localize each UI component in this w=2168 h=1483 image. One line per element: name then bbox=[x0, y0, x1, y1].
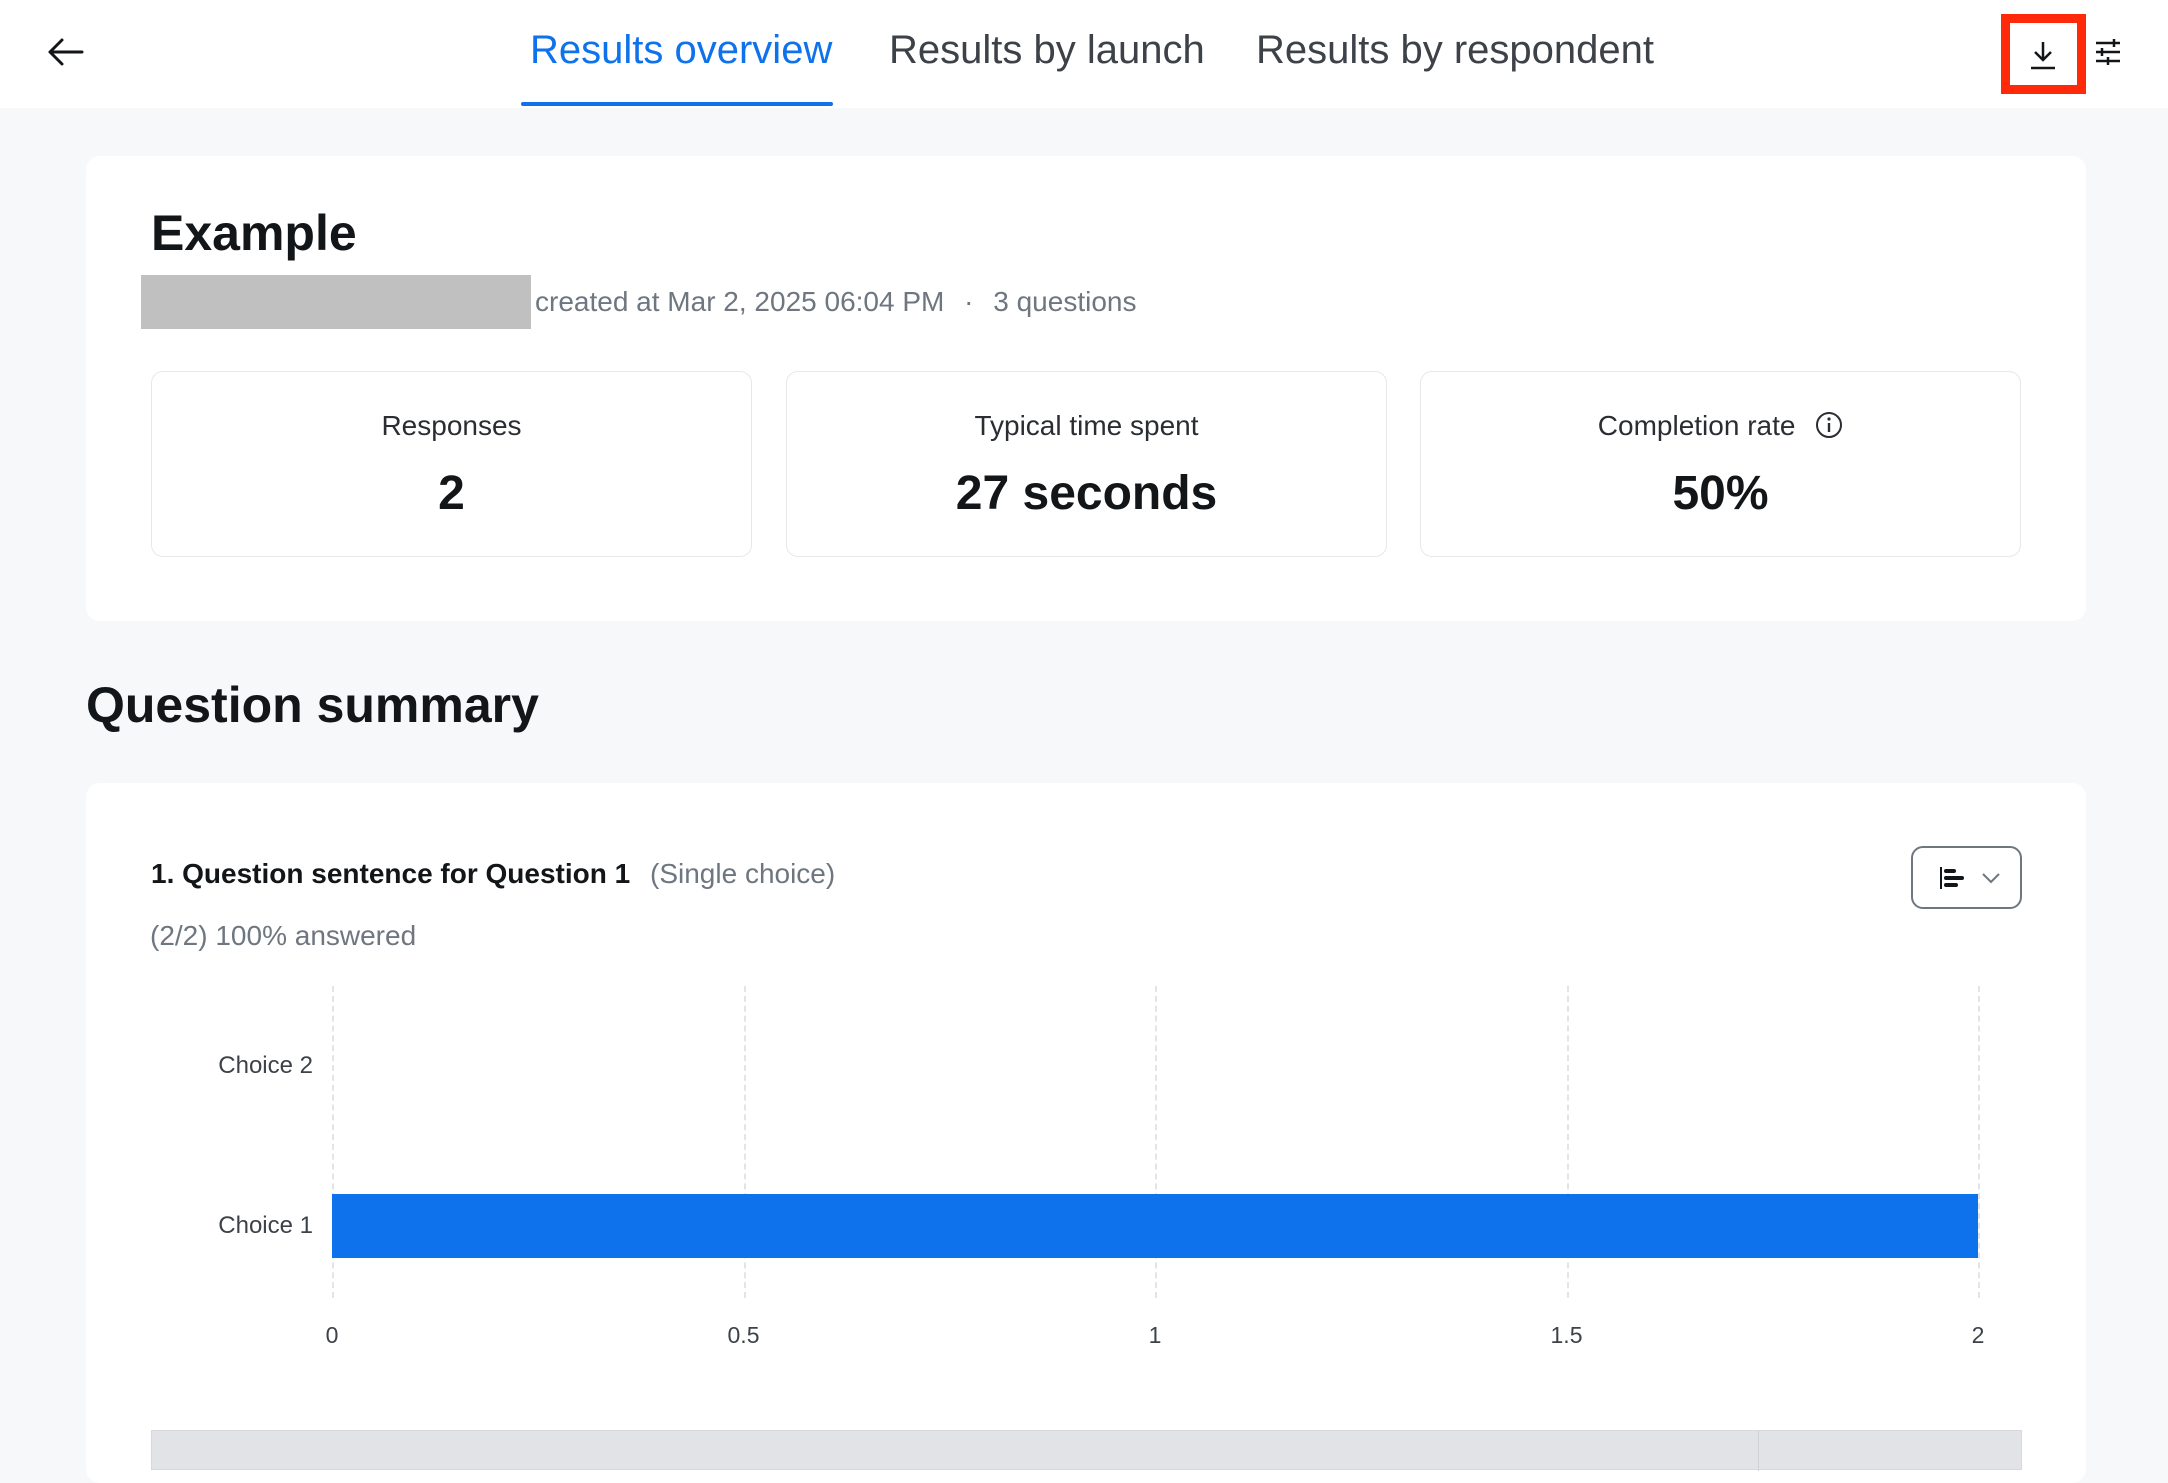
gridline bbox=[332, 986, 334, 1298]
top-nav: Results overview Results by launch Resul… bbox=[0, 0, 2168, 108]
stat-value: 50% bbox=[1672, 467, 1769, 520]
section-heading: Question summary bbox=[86, 677, 539, 733]
column-divider bbox=[1758, 1431, 1759, 1471]
overview-card: Example created at Mar 2, 2025 06:04 PM … bbox=[86, 156, 2086, 621]
x-tick-label: 2 bbox=[1971, 1322, 1985, 1348]
x-tick-label: 0 bbox=[325, 1322, 339, 1348]
stat-label: Completion rate bbox=[1421, 410, 2020, 442]
gridline bbox=[1155, 986, 1157, 1298]
bar-chart-horizontal-icon bbox=[1940, 867, 1964, 889]
stat-label: Typical time spent bbox=[974, 410, 1199, 441]
tab-results-by-launch[interactable]: Results by launch bbox=[889, 28, 1205, 72]
chevron-down-icon bbox=[1982, 873, 2000, 884]
gridline bbox=[743, 986, 746, 1298]
arrow-left-icon[interactable] bbox=[46, 34, 86, 70]
redacted-author bbox=[141, 275, 531, 329]
chart-type-dropdown[interactable] bbox=[1911, 846, 2022, 909]
active-tab-indicator bbox=[521, 102, 833, 106]
tab-results-by-respondent[interactable]: Results by respondent bbox=[1256, 28, 1655, 72]
created-at: created at Mar 2, 2025 06:04 PM bbox=[535, 286, 945, 317]
survey-meta: created at Mar 2, 2025 06:04 PM · 3 ques… bbox=[535, 286, 1136, 318]
answered-count: (2/2) 100% answered bbox=[150, 920, 417, 951]
stat-completion-rate: Completion rate 50% bbox=[1420, 371, 2021, 557]
x-tick-label: 1 bbox=[1148, 1322, 1162, 1348]
y-category-label: Choice 2 bbox=[218, 1052, 313, 1079]
download-button[interactable] bbox=[2001, 14, 2086, 94]
gridline bbox=[1566, 986, 1569, 1298]
question-count: 3 questions bbox=[993, 286, 1137, 317]
stat-responses: Responses 2 bbox=[151, 371, 752, 557]
question-card bbox=[86, 783, 2086, 1483]
stat-label-text: Completion rate bbox=[1597, 410, 1796, 441]
download-icon bbox=[2031, 42, 2055, 70]
tab-results-overview[interactable]: Results overview bbox=[530, 28, 833, 72]
stat-typical-time: Typical time spent 27 seconds bbox=[786, 371, 1387, 557]
x-tick-label: 0.5 bbox=[727, 1322, 760, 1348]
question-header: 1. Question sentence for Question 1 (Sin… bbox=[151, 858, 835, 890]
sliders-icon[interactable] bbox=[2094, 38, 2122, 66]
responses-table-header bbox=[151, 1430, 2022, 1471]
bar[interactable] bbox=[332, 1194, 1978, 1258]
stat-value: 2 bbox=[438, 467, 465, 520]
y-category-label: Choice 1 bbox=[218, 1212, 313, 1239]
stat-value: 27 seconds bbox=[955, 467, 1218, 520]
question-title: 1. Question sentence for Question 1 bbox=[151, 858, 631, 889]
x-tick-label: 1.5 bbox=[1550, 1322, 1583, 1348]
question-type: (Single choice) bbox=[650, 858, 836, 889]
meta-separator: · bbox=[964, 286, 974, 317]
gridline bbox=[1978, 986, 1980, 1298]
info-icon[interactable] bbox=[1815, 411, 1843, 439]
survey-title: Example bbox=[151, 205, 357, 261]
stat-label: Responses bbox=[381, 410, 522, 441]
